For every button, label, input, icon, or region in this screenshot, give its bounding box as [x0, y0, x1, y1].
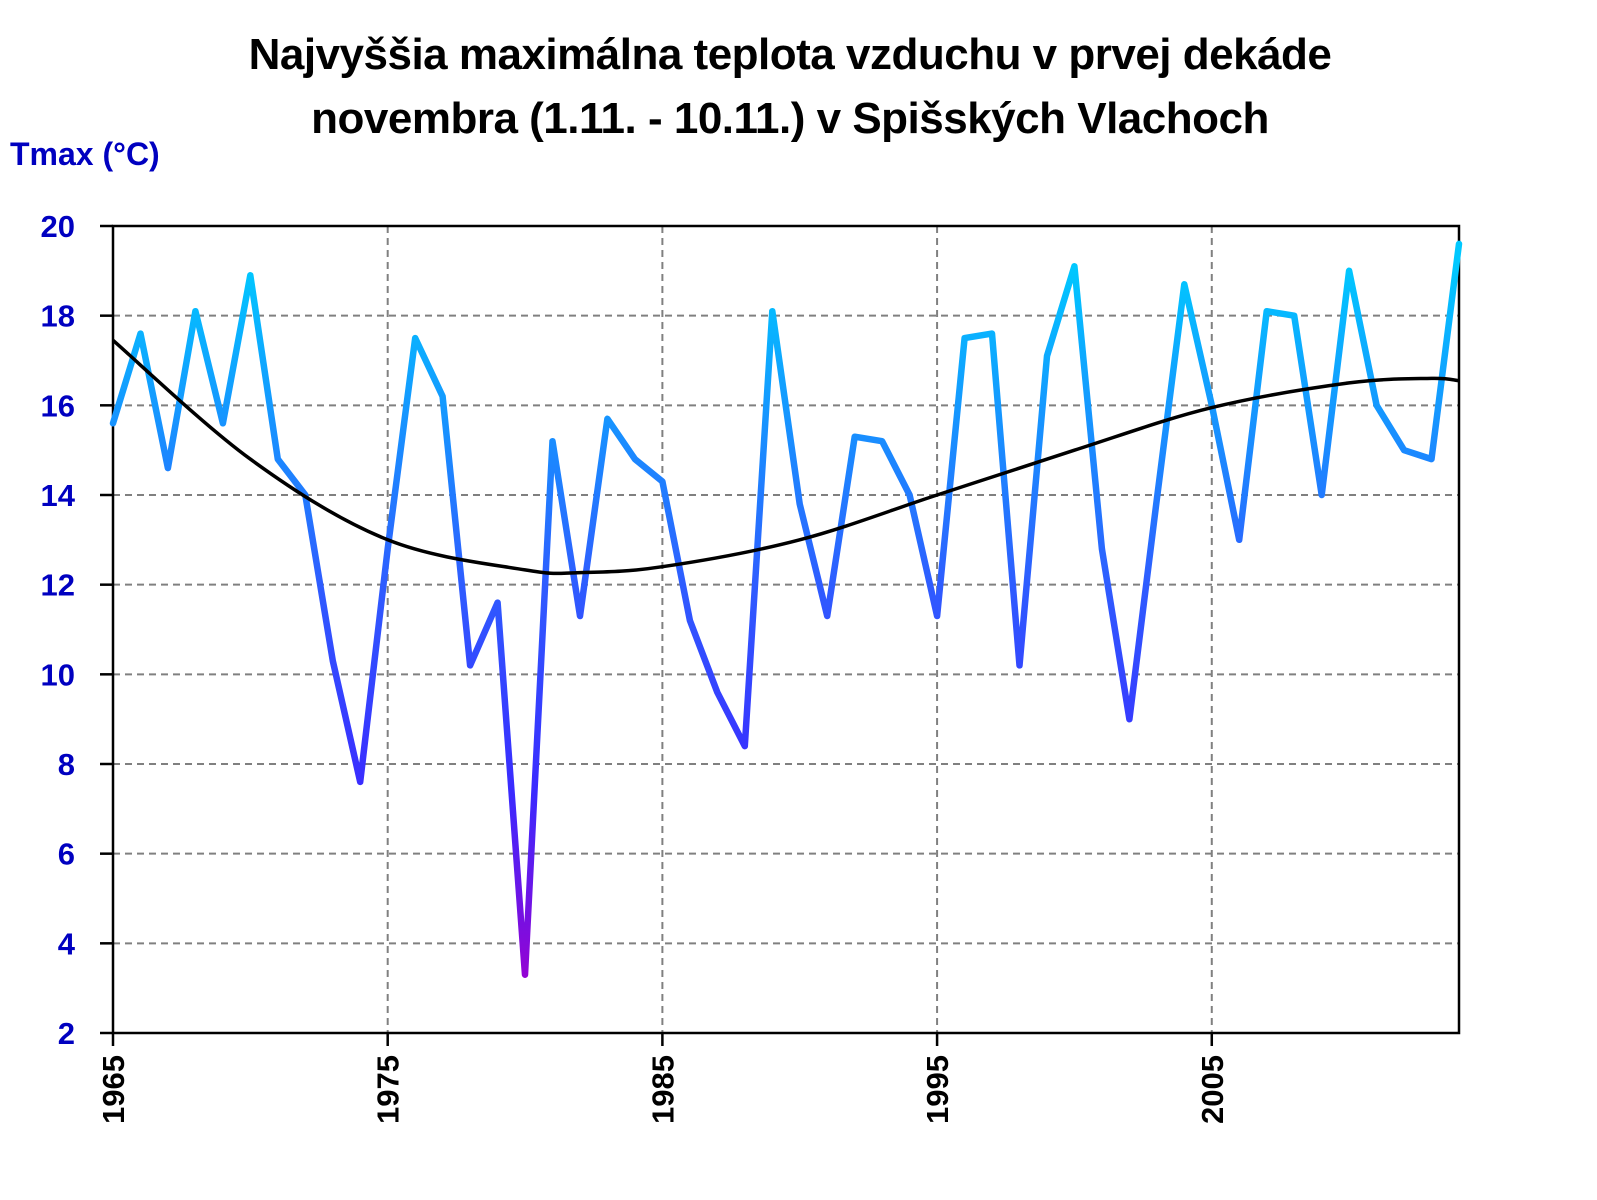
- data-point: [632, 456, 638, 462]
- data-point: [495, 600, 501, 606]
- y-tick-label: 2: [58, 1016, 75, 1051]
- x-tick-labels: 1965 1975 1985 1995 2005: [96, 1055, 1230, 1124]
- y-tick-label: 16: [41, 388, 75, 423]
- data-point: [1071, 263, 1077, 269]
- y-tick-label: 8: [58, 747, 75, 782]
- y-tick-label: 6: [58, 837, 75, 872]
- y-tick-labels: 2 4 6 8 10 12 14 16 18 20: [41, 209, 76, 1051]
- data-point: [467, 662, 473, 668]
- data-point: [1319, 492, 1325, 498]
- data-point: [220, 420, 226, 426]
- data-point: [110, 420, 116, 426]
- data-point: [137, 331, 143, 337]
- data-point: [962, 335, 968, 341]
- series-layer: [109, 240, 1463, 978]
- grid-lines: [113, 226, 1459, 1033]
- data-point: [852, 434, 858, 440]
- data-point: [247, 272, 253, 278]
- data-point: [1181, 281, 1187, 287]
- data-point: [1016, 662, 1022, 668]
- data-point: [907, 492, 913, 498]
- y-tick-label: 20: [41, 209, 75, 244]
- y-tick-label: 12: [41, 568, 75, 603]
- y-tick-label: 18: [41, 299, 75, 334]
- x-tick-label: 1975: [371, 1055, 406, 1124]
- y-tick-label: 14: [41, 478, 76, 513]
- data-point: [659, 479, 665, 485]
- axes: [100, 224, 1461, 1046]
- data-point: [604, 416, 610, 422]
- data-point: [165, 465, 171, 471]
- x-tick-label: 1985: [645, 1055, 680, 1124]
- data-point: [330, 658, 336, 664]
- chart-title-line-2: novembra (1.11. - 10.11.) v Spišských Vl…: [311, 94, 1269, 143]
- data-point: [769, 308, 775, 314]
- data-point: [742, 743, 748, 749]
- x-tick-label: 2005: [1195, 1055, 1230, 1124]
- x-tick-label: 1965: [96, 1055, 131, 1124]
- data-point: [357, 779, 363, 785]
- data-point: [1291, 313, 1297, 319]
- plot-frame: [111, 224, 1461, 1035]
- data-point: [934, 613, 940, 619]
- data-point: [1154, 496, 1160, 502]
- data-point: [687, 618, 693, 624]
- data-point: [1044, 353, 1050, 359]
- y-tick-label: 4: [58, 926, 76, 961]
- data-point: [1264, 308, 1270, 314]
- data-point: [1126, 716, 1132, 722]
- y-tick-label: 10: [41, 657, 75, 692]
- data-point: [824, 613, 830, 619]
- data-point: [989, 331, 995, 337]
- data-point: [1099, 546, 1105, 552]
- data-point: [412, 335, 418, 341]
- data-point: [1236, 537, 1242, 543]
- y-axis-label: Tmax (°C): [10, 136, 160, 172]
- data-point: [1374, 402, 1380, 408]
- data-point: [714, 689, 720, 695]
- tmax-series-line: [109, 240, 1463, 978]
- x-tick-label: 1995: [920, 1055, 955, 1124]
- data-point: [1456, 241, 1462, 247]
- data-point: [440, 393, 446, 399]
- chart-title-line-1: Najvyššia maximálna teplota vzduchu v pr…: [248, 30, 1332, 79]
- data-point: [275, 456, 281, 462]
- data-point: [577, 613, 583, 619]
- data-point: [797, 501, 803, 507]
- data-point: [550, 438, 556, 444]
- trend-curve: [111, 338, 1460, 576]
- data-point: [192, 308, 198, 314]
- data-point: [1346, 268, 1352, 274]
- data-point: [1429, 456, 1435, 462]
- data-point: [1401, 447, 1407, 453]
- data-point: [385, 546, 391, 552]
- data-point: [879, 438, 885, 444]
- data-point: [522, 972, 528, 978]
